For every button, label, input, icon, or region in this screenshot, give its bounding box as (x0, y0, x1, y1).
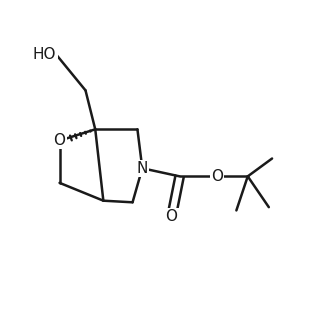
Text: O: O (211, 169, 223, 184)
Text: O: O (165, 210, 178, 224)
Text: O: O (53, 133, 66, 148)
Text: N: N (137, 161, 148, 176)
Text: HO: HO (33, 47, 56, 62)
